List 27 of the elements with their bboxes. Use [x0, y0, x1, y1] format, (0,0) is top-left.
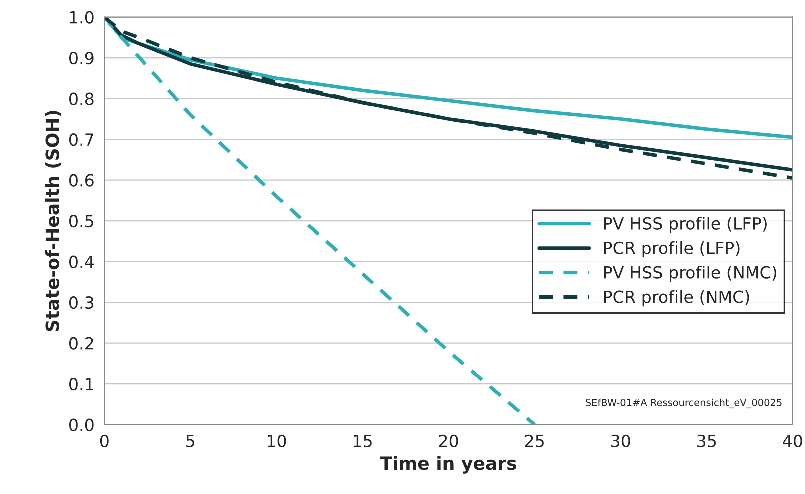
x-tick-label: 25 [525, 434, 544, 448]
y-tick-label: 0.4 [70, 256, 94, 268]
x-tick-label: 5 [186, 435, 195, 448]
y-tick-label: 0.5 [70, 215, 94, 228]
x-tick-label: 10 [268, 434, 286, 448]
y-tick-label: 0.2 [70, 337, 94, 350]
y-tick-label: 1.0 [70, 11, 94, 24]
y-tick-label: 0.1 [70, 378, 94, 391]
y-tick-label: 0.0 [70, 418, 94, 432]
x-tick-label: 35 [698, 434, 716, 448]
x-tick-label: 0 [100, 434, 109, 448]
y-tick-label: 0.9 [70, 52, 94, 65]
annotation: SEfBW-01#A Ressourcensicht_eV_00025 [586, 398, 782, 409]
legend-label: PCR profile (NMC) [604, 290, 750, 307]
y-tick-label: 0.6 [70, 174, 94, 187]
legend-label: PV HSS profile (LFP) [604, 217, 767, 234]
x-axis-title: Time in years [380, 456, 516, 474]
y-tick-label: 0.8 [70, 92, 94, 106]
y-tick-label: 0.3 [70, 296, 94, 310]
legend-label: PV HSS profile (NMC) [604, 266, 776, 282]
legend-label: PCR profile (LFP) [604, 242, 740, 258]
x-tick-label: 30 [612, 434, 630, 448]
x-tick-label: 15 [354, 435, 372, 448]
y-tick-label: 0.7 [70, 134, 94, 146]
x-tick-label: 40 [783, 434, 802, 448]
y-axis-title: State-of-Health (SOH) [45, 111, 62, 332]
x-tick-label: 20 [439, 434, 458, 448]
